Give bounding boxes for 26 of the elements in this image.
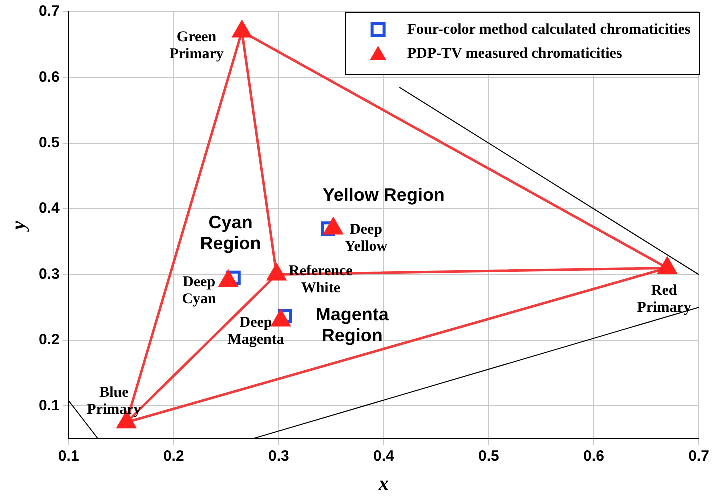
legend-label: Four-color method calculated chromaticities — [407, 22, 691, 38]
annotation: Red Primary — [637, 283, 692, 316]
x-tick-label: 0.4 — [373, 448, 396, 466]
y-tick-label: 0.5 — [38, 134, 60, 152]
y-tick-label: 0.7 — [38, 3, 60, 20]
annotation: Cyan Region — [200, 212, 262, 254]
x-tick-label: 0.7 — [688, 448, 710, 466]
annotation: Deep Magenta — [228, 315, 285, 348]
x-tick-label: 0.6 — [584, 448, 604, 466]
annotation: Deep Cyan — [182, 274, 218, 308]
y-tick-label: 0.2 — [38, 332, 60, 349]
legend-label: PDP-TV measured chromaticities — [407, 46, 622, 62]
y-tick-label: 0.6 — [38, 68, 60, 86]
x-axis-title: x — [378, 473, 389, 496]
x-tick-label: 0.1 — [58, 448, 80, 466]
annotation: Yellow Region — [322, 185, 445, 206]
annotation: Magenta Region — [316, 304, 390, 346]
x-tick-label: 0.5 — [478, 448, 500, 466]
annotation: Green Primary — [170, 30, 224, 63]
y-tick-label: 0.3 — [38, 266, 60, 283]
y-axis-title: y — [8, 220, 30, 232]
annotation: Deep Yellow — [345, 222, 388, 256]
x-tick-label: 0.2 — [163, 448, 184, 466]
x-tick-label: 0.3 — [268, 448, 290, 466]
y-tick-label: 0.4 — [38, 200, 60, 218]
y-tick-label: 0.1 — [38, 397, 60, 414]
